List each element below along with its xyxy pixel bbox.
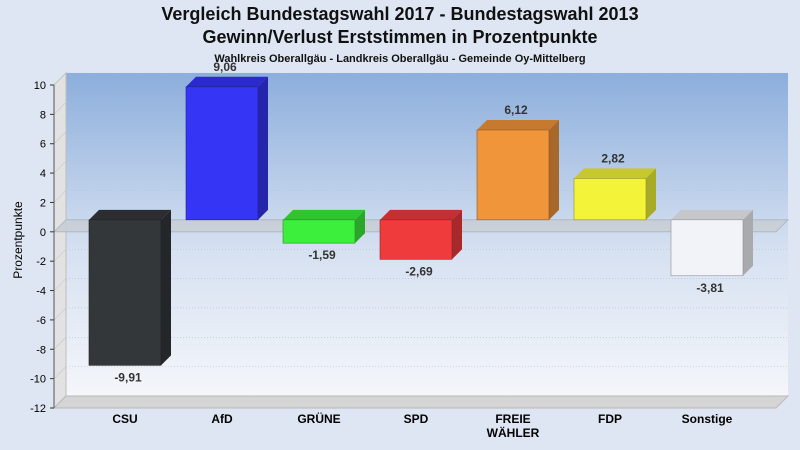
bar-top-0	[89, 209, 171, 220]
x-tick-label-5: FDP	[598, 412, 622, 426]
x-tick-label-4: WÄHLER	[487, 425, 540, 440]
bar-5	[573, 178, 647, 221]
bar-side-2	[355, 209, 365, 244]
bar-side-6	[743, 209, 753, 276]
y-tick-label: 2	[40, 197, 46, 209]
y-tick-label: -10	[30, 374, 46, 386]
data-label-6: -3,81	[696, 281, 724, 295]
bar-6	[670, 219, 744, 277]
gridline-side	[53, 131, 67, 144]
bar-top-4	[477, 119, 559, 130]
y-tick-label: 6	[40, 139, 46, 151]
bar-side-0	[161, 209, 171, 366]
y-tick-label: -8	[36, 344, 46, 356]
x-tick-label-1: AfD	[211, 412, 233, 426]
data-label-4: 6,12	[504, 103, 528, 117]
plot-side-wall	[53, 71, 67, 410]
data-label-0: -9,91	[114, 370, 142, 384]
bar-1	[185, 86, 259, 221]
x-tick-label-0: CSU	[112, 412, 137, 426]
y-tick-label: 0	[40, 227, 46, 239]
bar-3	[379, 219, 453, 260]
y-tick-label: -2	[36, 256, 46, 268]
plot-floor	[52, 395, 790, 409]
gridline-side	[53, 337, 67, 350]
gridline-side	[53, 190, 67, 203]
bar-top-6	[671, 209, 753, 220]
x-tick-label-6: Sonstige	[682, 412, 733, 426]
chart-subtitle: Wahlkreis Oberallgäu - Landkreis Oberall…	[214, 53, 586, 65]
gridline-side	[53, 278, 67, 291]
y-tick-label: -4	[36, 286, 46, 298]
gridline-side	[53, 307, 67, 321]
gridline-side	[53, 248, 67, 262]
x-tick-label-3: SPD	[404, 412, 429, 426]
gridline-side	[53, 72, 67, 86]
chart-title-line-2: Gewinn/Verlust Erststimmen in Prozentpun…	[202, 27, 598, 47]
bar-side-4	[549, 119, 559, 220]
gridline-side	[53, 366, 67, 379]
bar-2	[282, 219, 356, 244]
x-tick-label-2: GRÜNE	[297, 411, 340, 426]
data-label-3: -2,69	[405, 264, 433, 278]
chart-title-line-1: Vergleich Bundestagswahl 2017 - Bundesta…	[161, 4, 639, 24]
data-label-1: 9,06	[213, 60, 237, 74]
y-axis-label: Prozentpunkte	[11, 201, 25, 279]
x-tick-label-4: FREIE	[495, 412, 530, 426]
bar-side-3	[452, 209, 462, 260]
y-tick-label: 10	[34, 80, 46, 92]
data-label-2: -1,59	[308, 248, 336, 262]
gridline-side	[53, 102, 67, 115]
gridline-side	[53, 160, 67, 174]
data-label-5: 2,82	[601, 151, 625, 165]
y-tick-label: 8	[40, 109, 46, 121]
bar-side-1	[258, 76, 268, 220]
bar-side-5	[646, 168, 656, 220]
bar-top-1	[186, 76, 268, 87]
bar-top-3	[380, 209, 462, 220]
bar-0	[88, 219, 162, 366]
y-tick-label: -12	[30, 403, 46, 415]
bar-4	[476, 129, 550, 221]
y-tick-label: 4	[40, 168, 46, 180]
bar-top-2	[283, 209, 365, 220]
y-tick-label: -6	[36, 315, 46, 327]
bar-top-5	[574, 168, 656, 179]
